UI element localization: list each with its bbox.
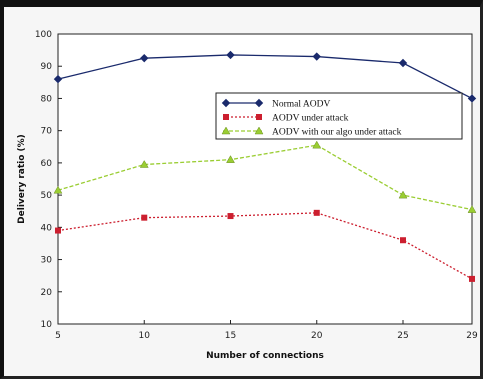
data-point bbox=[400, 237, 406, 244]
x-tick-label: 15 bbox=[225, 331, 236, 341]
x-axis: 5 10 15 20 25 29 bbox=[55, 320, 478, 341]
legend-marker bbox=[223, 114, 229, 120]
y-tick-label: 90 bbox=[41, 62, 53, 72]
series-line bbox=[57, 144, 473, 211]
y-tick-label: 50 bbox=[41, 191, 53, 201]
y-tick-label: 30 bbox=[41, 256, 53, 266]
legend: Normal AODV AODV under attack AODV with ou… bbox=[215, 92, 463, 140]
x-tick-label: 10 bbox=[139, 331, 151, 341]
data-point bbox=[140, 53, 149, 63]
series-line bbox=[57, 54, 473, 100]
legend-marker bbox=[256, 114, 262, 120]
data-point bbox=[227, 213, 234, 220]
legend-label: AODV with our algo under attack bbox=[272, 128, 402, 138]
y-tick-label: 70 bbox=[41, 127, 53, 137]
data-point bbox=[398, 190, 408, 199]
legend-marker bbox=[254, 126, 264, 135]
data-point bbox=[139, 159, 149, 168]
series-line bbox=[57, 212, 473, 280]
x-axis-title: Number of connections bbox=[206, 351, 324, 361]
legend-marker bbox=[221, 126, 231, 135]
series-layer bbox=[53, 50, 477, 282]
legend-label: Normal AODV bbox=[272, 100, 330, 110]
data-point bbox=[141, 214, 148, 221]
data-point bbox=[53, 74, 63, 84]
data-point bbox=[469, 275, 475, 282]
y-tick-label: 10 bbox=[41, 320, 53, 330]
legend-marker bbox=[254, 98, 264, 108]
y-tick-label: 20 bbox=[41, 288, 53, 298]
y-tick-label: 100 bbox=[35, 30, 52, 40]
y-tick-label: 80 bbox=[41, 94, 53, 104]
data-point bbox=[313, 209, 320, 216]
legend-label: AODV under attack bbox=[272, 114, 349, 124]
data-point bbox=[312, 52, 321, 61]
data-point bbox=[53, 185, 63, 194]
data-point bbox=[226, 155, 235, 163]
y-axis-title: Delivery ratio (%) bbox=[17, 134, 27, 224]
data-point bbox=[398, 58, 408, 68]
x-tick-label: 29 bbox=[466, 331, 478, 341]
plot-area bbox=[57, 33, 473, 325]
y-tick-label: 60 bbox=[41, 159, 53, 169]
data-point bbox=[226, 50, 235, 60]
data-point bbox=[55, 227, 61, 234]
x-tick-label: 20 bbox=[311, 331, 323, 341]
x-tick-label: 5 bbox=[55, 331, 61, 341]
data-point bbox=[312, 140, 322, 149]
y-tick-label: 40 bbox=[41, 223, 53, 233]
y-axis: 10 20 30 40 50 60 70 80 90 100 bbox=[35, 30, 62, 330]
legend-marker bbox=[221, 98, 231, 108]
x-tick-label: 25 bbox=[397, 331, 408, 341]
data-point bbox=[467, 94, 477, 103]
data-point bbox=[467, 205, 477, 213]
